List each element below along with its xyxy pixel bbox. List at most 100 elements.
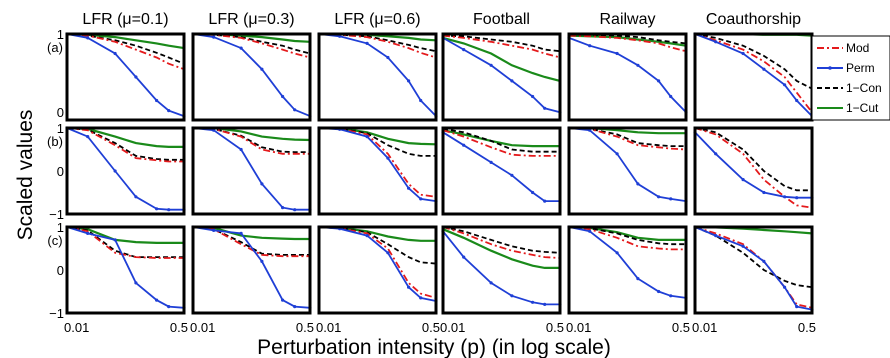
legend-marker-perm bbox=[828, 66, 832, 70]
series-point-perm bbox=[167, 305, 171, 309]
y-tick-label: 1 bbox=[57, 220, 64, 235]
panel-background bbox=[319, 34, 436, 120]
series-point-perm bbox=[489, 160, 493, 164]
row-label: (a) bbox=[47, 40, 63, 55]
series-point-perm bbox=[86, 231, 90, 235]
series-line-con bbox=[442, 226, 561, 254]
series-point-perm bbox=[293, 108, 297, 112]
x-tick-label: 0.5 bbox=[170, 320, 188, 335]
panel bbox=[65, 225, 186, 315]
series-point-perm bbox=[615, 51, 619, 56]
series-point-perm bbox=[260, 182, 264, 186]
y-tick-label: 1 bbox=[57, 121, 64, 136]
x-tick-label: 0.01 bbox=[440, 320, 465, 335]
panel bbox=[441, 126, 562, 216]
panel bbox=[65, 126, 186, 216]
panel bbox=[317, 126, 438, 216]
series-point-perm bbox=[741, 51, 745, 56]
series-point-perm bbox=[762, 67, 766, 71]
series-point-perm bbox=[741, 178, 745, 182]
x-tick-label: 0.01 bbox=[566, 320, 591, 335]
series-point-perm bbox=[588, 44, 592, 48]
series-point-perm bbox=[407, 186, 411, 190]
series-point-perm bbox=[510, 79, 514, 83]
panel bbox=[65, 32, 186, 122]
x-tick-labels: 0.01 0.5 0.01 0.5 0.01 0.5 0.01 0.5 0.01 0.5 0.01 0… bbox=[64, 320, 816, 335]
x-axis-title: Perturbation intensity (p) (in log scale… bbox=[257, 336, 611, 358]
panel-frame bbox=[191, 225, 312, 315]
series-point-perm bbox=[113, 51, 117, 56]
series-point-perm bbox=[615, 251, 619, 255]
legend-label: Mod bbox=[846, 41, 869, 55]
series-point-perm bbox=[155, 207, 159, 211]
y-tick-label: 1 bbox=[57, 27, 64, 42]
y-tick-label: 0 bbox=[57, 164, 64, 179]
series-point-perm bbox=[134, 195, 138, 199]
legend-label: 1−Con bbox=[846, 81, 882, 95]
series-point-perm bbox=[167, 208, 171, 212]
column-title: LFR (μ=0.3) bbox=[208, 11, 294, 28]
panel bbox=[693, 126, 814, 216]
series-point-perm bbox=[762, 259, 766, 263]
series-point-perm bbox=[365, 135, 369, 139]
y-axis-title: Scaled values bbox=[14, 110, 37, 241]
series-point-perm bbox=[134, 281, 138, 285]
series-line-cut bbox=[442, 36, 561, 82]
series-point-perm bbox=[636, 63, 640, 67]
series-line-mod bbox=[568, 226, 686, 251]
panel-frame bbox=[567, 126, 688, 216]
panel-frame bbox=[567, 225, 688, 315]
series-point-perm bbox=[260, 67, 264, 71]
panel-frame bbox=[191, 126, 312, 216]
series-point-perm bbox=[281, 298, 285, 302]
series-point-perm bbox=[795, 305, 799, 309]
series-point-perm bbox=[783, 285, 787, 289]
column-title: LFR (μ=0.6) bbox=[334, 11, 420, 28]
series-point-perm bbox=[386, 55, 390, 60]
panel-background bbox=[193, 227, 310, 313]
series-point-perm bbox=[489, 63, 493, 67]
series-point-perm bbox=[155, 298, 159, 302]
series-line-mod bbox=[694, 127, 813, 209]
series-point-perm bbox=[167, 109, 171, 113]
series-line-mod bbox=[442, 129, 560, 157]
x-tick-label: 0.5 bbox=[422, 320, 440, 335]
series-point-perm bbox=[636, 182, 640, 186]
series-point-perm bbox=[407, 79, 411, 83]
y-tick-label: −1 bbox=[49, 207, 64, 222]
series-point-perm bbox=[155, 98, 159, 103]
panels-group bbox=[65, 32, 814, 315]
column-title: Coauthorship bbox=[706, 11, 801, 28]
series-point-perm bbox=[531, 94, 535, 99]
series-point-perm bbox=[212, 35, 216, 39]
series-point-perm bbox=[669, 197, 673, 201]
panel-background bbox=[695, 227, 812, 313]
panel-background bbox=[695, 34, 812, 120]
y-tick-label: 0 bbox=[57, 105, 64, 120]
series-line-mod bbox=[442, 226, 561, 259]
series-point-perm bbox=[293, 208, 297, 212]
panel bbox=[693, 32, 814, 122]
series-point-perm bbox=[113, 238, 117, 242]
series-point-perm bbox=[783, 83, 787, 87]
series-point-perm bbox=[239, 231, 243, 235]
series-line-mod bbox=[442, 34, 561, 59]
x-tick-label: 0.01 bbox=[64, 320, 89, 335]
panel-background bbox=[569, 128, 686, 214]
series-line-mod bbox=[66, 226, 184, 259]
series-point-perm bbox=[293, 305, 297, 309]
column-title: Football bbox=[473, 11, 530, 28]
series-line-cut bbox=[66, 225, 184, 244]
series-point-perm bbox=[212, 228, 216, 232]
series-point-perm bbox=[489, 281, 493, 285]
series-point-perm bbox=[365, 234, 369, 238]
series-point-perm bbox=[281, 206, 285, 210]
series-line-con bbox=[694, 226, 813, 289]
legend-label: 1−Cut bbox=[846, 101, 879, 115]
series-point-perm bbox=[543, 199, 547, 203]
legend-box bbox=[811, 35, 890, 121]
series-point-perm bbox=[86, 36, 90, 40]
series-point-perm bbox=[407, 285, 411, 289]
